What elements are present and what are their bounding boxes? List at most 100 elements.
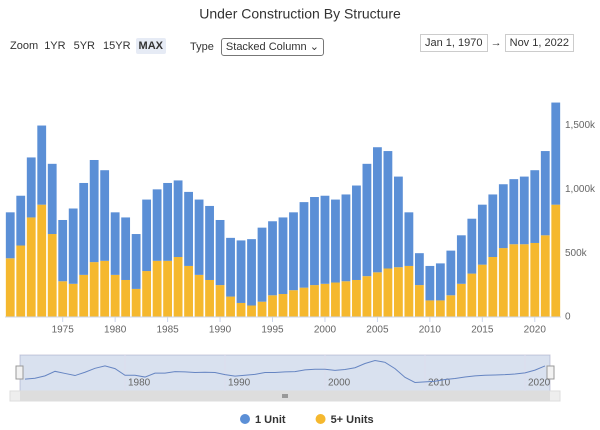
column (5, 258, 15, 317)
x-tick-label: 2005 (366, 325, 389, 336)
column (383, 151, 393, 269)
column (215, 285, 225, 317)
zoom-button[interactable]: 5YR (73, 40, 95, 52)
column (362, 276, 372, 317)
zoom-button[interactable]: MAX (135, 38, 166, 54)
column (488, 194, 498, 258)
column (58, 281, 68, 317)
column (278, 294, 288, 317)
navigator-tick-label: 2020 (528, 378, 551, 389)
chart-title: Under Construction By Structure (199, 6, 401, 22)
y-tick-label: 1,000k (565, 184, 596, 195)
column (530, 242, 540, 317)
column (488, 257, 498, 317)
column (414, 285, 424, 317)
x-tick-label: 1995 (261, 325, 284, 336)
legend-marker (240, 414, 250, 424)
type-group: Type Stacked Column ⌄ (190, 38, 324, 56)
x-tick-label: 2010 (419, 325, 442, 336)
column (352, 185, 361, 280)
column (26, 217, 36, 317)
navigator-tick-label: 1990 (228, 378, 251, 389)
zoom-button[interactable]: 15YR (103, 40, 131, 52)
column (383, 268, 393, 317)
column (173, 257, 183, 317)
column (194, 199, 204, 275)
column (16, 245, 26, 317)
column (16, 195, 26, 246)
column (425, 265, 435, 301)
navigator-handle[interactable] (15, 365, 24, 380)
legend-label: 5+ Units (331, 414, 374, 426)
column (205, 205, 214, 280)
column (540, 235, 550, 317)
column (37, 125, 47, 205)
column (373, 147, 382, 273)
column (341, 281, 351, 317)
x-tick-label: 1990 (209, 325, 232, 336)
column (477, 264, 487, 317)
column (299, 287, 309, 317)
navigator (19, 354, 551, 392)
column (68, 283, 78, 317)
column (110, 212, 120, 275)
column (47, 163, 57, 235)
column (467, 218, 477, 274)
column (278, 217, 288, 295)
column (68, 208, 78, 284)
type-select[interactable]: Stacked Column ⌄ (220, 38, 324, 56)
date-from[interactable]: Jan 1, 1970 (420, 34, 488, 52)
column (373, 272, 382, 317)
column (26, 157, 36, 218)
column (142, 199, 152, 272)
y-tick-label: 500k (565, 248, 588, 259)
legend-marker (315, 414, 326, 424)
column (89, 262, 99, 317)
column (393, 176, 403, 268)
column (110, 274, 120, 317)
column (519, 244, 529, 317)
scrollbar-grip (282, 394, 288, 398)
column (425, 300, 435, 317)
column (131, 234, 141, 289)
type-label: Type (190, 41, 214, 53)
column (477, 204, 487, 265)
column (58, 219, 68, 282)
column (100, 170, 110, 261)
date-range: Jan 1, 1970 → Nov 1, 2022 (420, 34, 574, 52)
column (37, 204, 47, 317)
x-tick-label: 2020 (524, 325, 547, 336)
column (509, 179, 519, 245)
column (205, 279, 214, 317)
column (331, 199, 340, 283)
column (551, 102, 561, 205)
column (352, 279, 361, 317)
column (310, 285, 319, 317)
zoom-button[interactable]: 1YR (44, 40, 66, 52)
column (173, 180, 183, 258)
column (131, 288, 141, 317)
column (435, 300, 445, 317)
column (331, 282, 340, 317)
column (435, 263, 445, 301)
column (509, 244, 519, 317)
column (236, 302, 246, 317)
type-value: Stacked Column (225, 41, 307, 53)
x-tick-label: 1975 (52, 325, 75, 336)
column (163, 260, 173, 317)
column (498, 184, 508, 249)
navigator-mask (20, 355, 550, 391)
column (456, 283, 466, 317)
column (519, 176, 529, 245)
navigator-handle[interactable] (546, 365, 555, 380)
column (152, 189, 162, 261)
column (226, 296, 235, 317)
column (121, 217, 131, 280)
date-to[interactable]: Nov 1, 2022 (504, 34, 574, 52)
column (226, 237, 235, 297)
column (393, 267, 403, 317)
zoom-group: Zoom 1YR 5YR 15YR MAX (10, 38, 168, 54)
column (89, 159, 99, 263)
